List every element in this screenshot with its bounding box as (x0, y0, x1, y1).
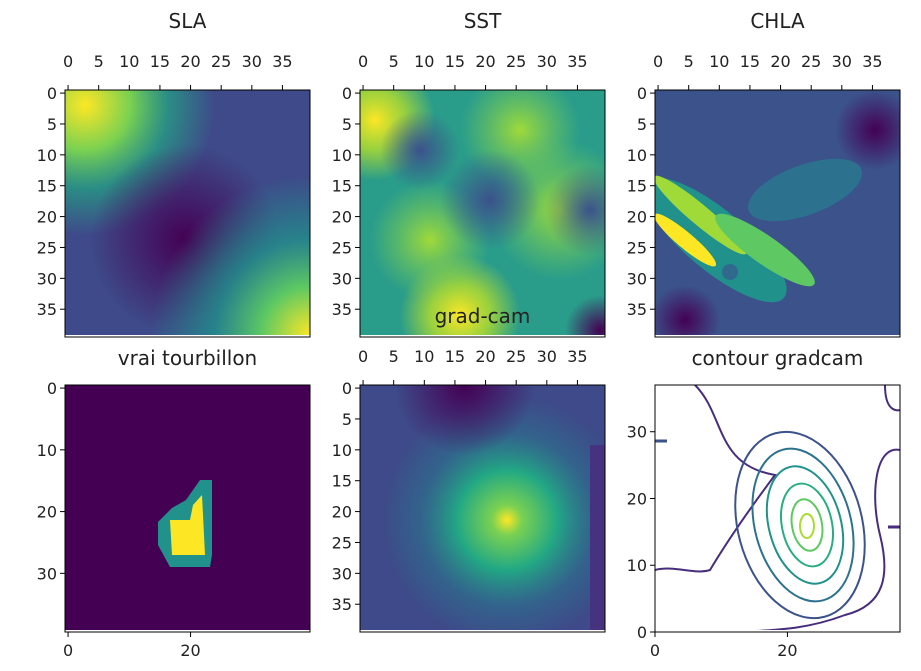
y-tick-label: 20 (332, 503, 352, 522)
x-tick-label: 5 (684, 52, 694, 71)
x-tick-label: 20 (180, 52, 200, 71)
y-tick-label: 5 (47, 115, 57, 134)
y-tick-label: 20 (627, 489, 647, 508)
y-tick-label: 30 (332, 269, 352, 288)
y-tick-label: 35 (37, 300, 57, 319)
x-tick-label: 20 (475, 52, 495, 71)
x-tick-label: 35 (567, 347, 587, 366)
x-tick-label: 15 (740, 52, 760, 71)
y-tick-label: 0 (637, 623, 647, 642)
x-tick-label: 35 (567, 52, 587, 71)
subplot-title: contour gradcam (692, 346, 864, 370)
subplot-title: SLA (169, 9, 207, 33)
y-tick-label: 15 (627, 177, 647, 196)
heatmap-sla (65, 90, 310, 335)
y-tick-label: 15 (332, 177, 352, 196)
y-tick-label: 25 (332, 533, 352, 552)
subplot-title: grad-cam (435, 304, 531, 328)
x-tick-label: 0 (63, 52, 73, 71)
y-tick-label: 30 (332, 564, 352, 583)
heatmap-sst (360, 90, 605, 335)
y-tick-label: 20 (37, 503, 57, 522)
y-tick-label: 10 (332, 146, 352, 165)
y-tick-label: 10 (627, 556, 647, 575)
x-tick-label: 15 (445, 52, 465, 71)
x-tick-label: 25 (211, 52, 231, 71)
x-tick-label: 0 (63, 641, 73, 660)
axes-frame (654, 89, 901, 338)
x-tick-label: 20 (475, 347, 495, 366)
x-tick-label: 20 (770, 52, 790, 71)
y-tick-label: 0 (637, 84, 647, 103)
contour-plot (655, 385, 900, 630)
x-tick-label: 0 (358, 52, 368, 71)
axes-frame (359, 89, 606, 338)
subplot-title: CHLA (750, 9, 805, 33)
y-tick-label: 25 (627, 238, 647, 257)
y-tick-label: 10 (37, 441, 57, 460)
x-tick-label: 5 (389, 52, 399, 71)
y-tick-label: 25 (332, 238, 352, 257)
y-tick-label: 20 (627, 208, 647, 227)
y-tick-label: 10 (37, 146, 57, 165)
y-tick-label: 30 (627, 269, 647, 288)
y-tick-label: 10 (627, 146, 647, 165)
subplot-title: vrai tourbillon (118, 346, 257, 370)
y-tick-label: 35 (332, 595, 352, 614)
y-tick-label: 0 (342, 379, 352, 398)
x-tick-label: 20 (180, 641, 200, 660)
axes-frame (654, 384, 901, 633)
y-tick-label: 0 (47, 84, 57, 103)
x-tick-label: 30 (242, 52, 262, 71)
y-tick-label: 5 (637, 115, 647, 134)
x-tick-label: 0 (653, 52, 663, 71)
y-tick-label: 25 (37, 238, 57, 257)
y-tick-label: 15 (37, 177, 57, 196)
x-tick-label: 30 (537, 347, 557, 366)
heatmap-grad-cam (360, 385, 605, 630)
heatmap-chla (655, 90, 900, 335)
heatmap-vrai-tourbillon (65, 385, 310, 630)
y-tick-label: 30 (37, 564, 57, 583)
y-tick-label: 30 (627, 423, 647, 442)
y-tick-label: 0 (342, 84, 352, 103)
y-tick-label: 5 (342, 410, 352, 429)
x-tick-label: 35 (862, 52, 882, 71)
x-tick-label: 35 (272, 52, 292, 71)
x-tick-label: 15 (150, 52, 170, 71)
x-tick-label: 25 (506, 52, 526, 71)
y-tick-label: 10 (332, 441, 352, 460)
x-tick-label: 25 (506, 347, 526, 366)
x-tick-label: 10 (414, 347, 434, 366)
y-tick-label: 20 (332, 208, 352, 227)
x-tick-label: 25 (801, 52, 821, 71)
axes-frame (64, 89, 311, 338)
x-tick-label: 10 (414, 52, 434, 71)
x-tick-label: 0 (358, 347, 368, 366)
x-tick-label: 30 (537, 52, 557, 71)
axes-frame (64, 384, 311, 633)
y-tick-label: 35 (332, 300, 352, 319)
x-tick-label: 20 (777, 641, 797, 660)
x-tick-label: 5 (389, 347, 399, 366)
x-tick-label: 30 (832, 52, 852, 71)
y-tick-label: 0 (47, 379, 57, 398)
y-tick-label: 20 (37, 208, 57, 227)
subplot-title: SST (464, 9, 502, 33)
x-tick-label: 5 (94, 52, 104, 71)
y-tick-label: 35 (627, 300, 647, 319)
y-tick-label: 5 (342, 115, 352, 134)
y-tick-label: 30 (37, 269, 57, 288)
x-tick-label: 15 (445, 347, 465, 366)
x-tick-label: 10 (709, 52, 729, 71)
axes-frame (359, 384, 606, 633)
y-tick-label: 15 (332, 472, 352, 491)
x-tick-label: 0 (650, 641, 660, 660)
x-tick-label: 10 (119, 52, 139, 71)
